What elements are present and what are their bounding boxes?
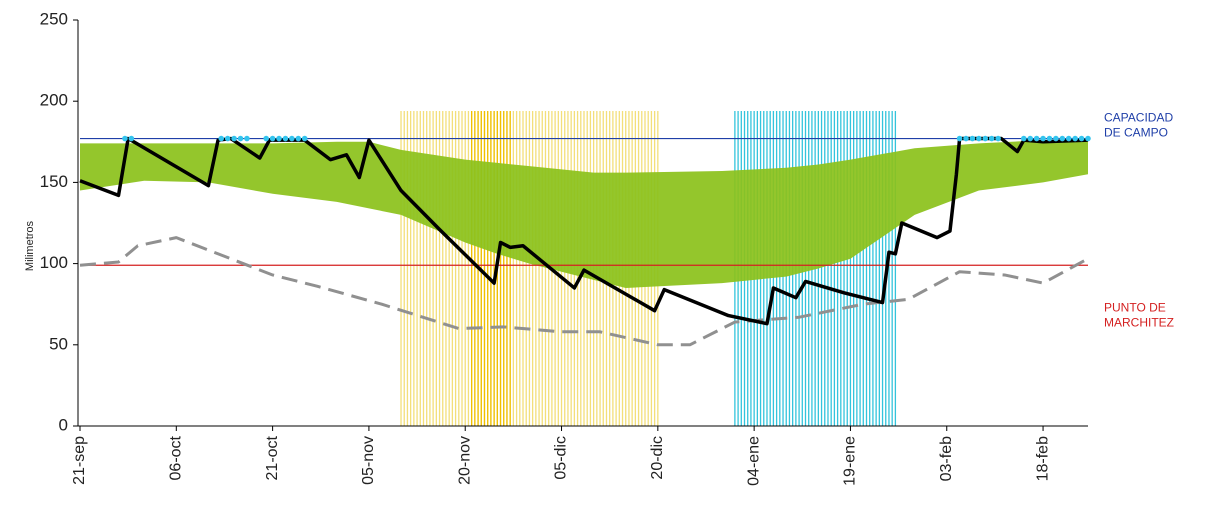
x-tick-label: 21-sep: [71, 436, 88, 485]
reference-label: DE CAMPO: [1104, 126, 1168, 140]
capacity-dot: [128, 135, 135, 142]
reference-label: CAPACIDAD: [1104, 111, 1173, 125]
capacity-dot: [244, 135, 250, 142]
x-tick-label: 04-ene: [745, 436, 762, 486]
capacity-dot: [976, 135, 982, 142]
y-tick-label: 200: [40, 91, 68, 110]
capacity-dot: [1072, 135, 1078, 142]
x-tick-label: 20-nov: [456, 436, 473, 485]
capacity-dot: [1027, 135, 1034, 142]
capacity-dot: [1053, 135, 1059, 142]
capacity-dot: [301, 135, 308, 142]
capacity-dot: [969, 135, 976, 142]
capacity-dot: [1033, 135, 1040, 142]
capacity-dot: [982, 135, 989, 142]
y-axis-label: Milimetros: [24, 220, 36, 271]
capacity-dot: [276, 135, 282, 142]
capacity-dot: [1040, 135, 1046, 142]
x-tick-label: 19-ene: [842, 436, 859, 486]
x-tick-label: 05-dic: [553, 436, 570, 480]
capacity-dot: [1085, 135, 1091, 142]
capacity-dot: [1020, 135, 1027, 142]
reference-label: PUNTO DE: [1104, 300, 1166, 314]
y-tick-label: 0: [59, 415, 68, 434]
capacity-dot: [289, 135, 295, 142]
y-tick-label: 100: [40, 253, 68, 272]
x-tick-label: 18-feb: [1034, 436, 1051, 481]
capacity-dot: [1078, 135, 1085, 142]
capacity-dot: [269, 135, 276, 142]
capacity-dot: [231, 135, 237, 142]
reference-label: MARCHITEZ: [1104, 315, 1174, 329]
capacity-dot: [218, 135, 225, 142]
capacity-dot: [237, 135, 244, 142]
x-tick-label: 05-nov: [360, 436, 377, 485]
capacity-dot: [963, 135, 969, 142]
capacity-dot: [995, 135, 1001, 142]
capacity-dot: [956, 135, 963, 142]
capacity-dot: [282, 135, 289, 142]
range-band: [80, 138, 1088, 288]
capacity-dot: [295, 135, 302, 142]
x-tick-label: 03-feb: [938, 436, 955, 481]
capacity-dot: [122, 135, 128, 142]
capacity-dot: [1065, 135, 1072, 142]
x-tick-label: 06-oct: [168, 435, 185, 480]
x-tick-label: 20-dic: [649, 436, 666, 480]
line: [79, 136, 1089, 326]
capacity-dot: [1059, 135, 1066, 142]
y-tick-label: 250: [40, 9, 68, 28]
capacity-dot: [988, 135, 995, 142]
capacity-dot: [224, 135, 231, 142]
y-tick-label: 50: [49, 334, 68, 353]
dashed-line: [79, 236, 1089, 347]
capacity-dot: [263, 135, 269, 142]
x-tick-label: 21-oct: [264, 435, 281, 480]
capacity-dot: [1046, 135, 1053, 142]
y-tick-label: 150: [40, 172, 68, 191]
